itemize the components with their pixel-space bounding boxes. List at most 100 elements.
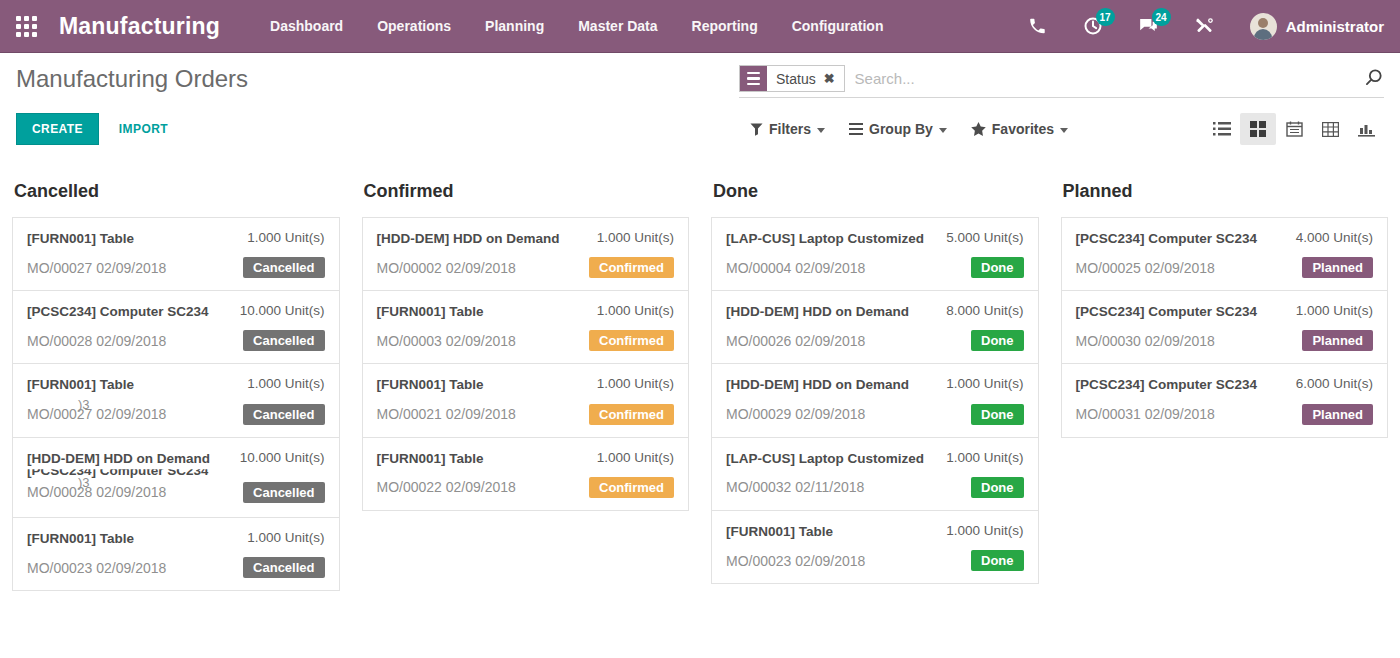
mo-product-name: [HDD-DEM] HDD on Demand	[726, 376, 909, 394]
mo-quantity: 1.000 Unit(s)	[597, 450, 674, 465]
card-stack: [PCSC234] Computer SC234 4.000 Unit(s) MO/…	[1061, 217, 1389, 438]
mo-product-name: [HDD-DEM] HDD on Demand	[377, 230, 560, 248]
search-bar: Status ✖	[739, 65, 1384, 98]
kanban-card[interactable]: [HDD-DEM] HDD on Demand[PCSC234] Compute…	[12, 437, 340, 518]
status-badge: Done	[971, 330, 1024, 351]
kanban-card[interactable]: [FURN001] Table 1.000 Unit(s) MO/00003 02/…	[362, 290, 690, 364]
menu-master-data[interactable]: Master Data	[578, 18, 657, 34]
chevron-down-icon	[817, 128, 825, 133]
status-badge: Confirmed	[589, 477, 674, 498]
group-by-lines-icon	[849, 123, 863, 135]
kanban-card[interactable]: [HDD-DEM] HDD on Demand8.000 Unit(s)MO/0…	[711, 290, 1039, 364]
filters-dropdown[interactable]: Filters	[750, 121, 825, 137]
view-kanban-button[interactable]	[1240, 113, 1276, 145]
menu-reporting[interactable]: Reporting	[692, 18, 758, 34]
mo-reference-date: MO/00031 02/09/2018	[1076, 406, 1215, 422]
message-count-badge: 24	[1152, 8, 1171, 26]
mo-reference-date: MO/00003 02/09/2018	[377, 333, 516, 349]
kanban-card[interactable]: [FURN001] Table1.000 Unit(s)MO/00021 02/…	[362, 363, 690, 437]
mo-quantity: 1.000 Unit(s)	[597, 230, 674, 245]
create-button[interactable]: CREATE	[16, 113, 99, 145]
mo-reference-date: MO/00029 02/09/2018	[726, 406, 865, 422]
kanban-card[interactable]: [HDD-DEM] HDD on Demand1.000 Unit(s)MO/0…	[711, 363, 1039, 437]
favorites-dropdown[interactable]: Favorites	[971, 121, 1068, 137]
kanban-card[interactable]: [HDD-DEM] HDD on Demand1.000 Unit(s)MO/0…	[362, 217, 690, 291]
mo-product-name: [LAP-CUS] Laptop Customized	[726, 450, 924, 468]
mo-product-name: [PCSC234] Computer SC234	[1076, 376, 1258, 394]
mo-product-name: [FURN001] Table	[377, 303, 484, 321]
messages-chat-icon[interactable]: 24	[1138, 15, 1160, 37]
kanban-card[interactable]: [LAP-CUS] Laptop Customized 1.000 Unit(s)…	[711, 437, 1039, 511]
import-button[interactable]: IMPORT	[119, 122, 168, 136]
menu-dashboard[interactable]: Dashboard	[270, 18, 343, 34]
mo-quantity: 6.000 Unit(s)	[1296, 376, 1373, 391]
column-title: Cancelled	[12, 181, 340, 202]
facet-label: Status	[776, 71, 816, 87]
status-badge: Done	[971, 477, 1024, 498]
mo-reference-date: MO/00028 02/09/2018)3	[27, 484, 166, 500]
menu-configuration[interactable]: Configuration	[792, 18, 884, 34]
status-badge: Confirmed	[589, 330, 674, 351]
kanban-card[interactable]: [FURN001] Table1.000 Unit(s)MO/00027 02/…	[12, 363, 340, 437]
mo-product-name: [PCSC234] Computer SC234	[1076, 230, 1258, 248]
kanban-card[interactable]: [PCSC234] Computer SC23410.000 Unit(s)MO…	[12, 290, 340, 364]
user-menu[interactable]: Administrator	[1250, 13, 1384, 40]
page-title: Manufacturing Orders	[16, 65, 248, 93]
phone-icon[interactable]	[1026, 15, 1048, 37]
kanban-column: Planned [PCSC234] Computer SC234 4.000 Uni…	[1061, 181, 1389, 591]
kanban-card[interactable]: [FURN001] Table 1.000 Unit(s) MO/00022 02/…	[362, 437, 690, 511]
group-by-dropdown[interactable]: Group By	[849, 121, 947, 137]
kanban-card[interactable]: [FURN001] Table 1.000 Unit(s) MO/00023 02/…	[12, 517, 340, 591]
view-pivot-button[interactable]	[1312, 113, 1348, 145]
mo-reference-date: MO/00004 02/09/2018	[726, 260, 865, 276]
menu-operations[interactable]: Operations	[377, 18, 451, 34]
status-badge: Planned	[1302, 404, 1373, 425]
mo-quantity: 1.000 Unit(s)	[597, 303, 674, 318]
kanban-board: Cancelled[FURN001] Table1.000 Unit(s)MO/…	[0, 181, 1400, 591]
card-stack: [FURN001] Table 1.000 Unit(s) MO/00027 02/…	[12, 217, 340, 591]
mo-product-name: [FURN001] Table	[377, 450, 484, 468]
mo-reference-date: MO/00023 02/09/2018	[27, 560, 166, 576]
view-graph-button[interactable]	[1348, 113, 1384, 145]
filters-label: Filters	[769, 121, 811, 137]
mo-quantity: 1.000 Unit(s)	[946, 450, 1023, 465]
kanban-card[interactable]: [PCSC234] Computer SC234 6.000 Unit(s) MO/…	[1061, 363, 1389, 437]
status-badge: Confirmed	[589, 404, 674, 425]
mo-quantity: 1.000 Unit(s)	[247, 230, 324, 245]
mo-reference-date: MO/00022 02/09/2018	[377, 479, 516, 495]
menu-planning[interactable]: Planning	[485, 18, 544, 34]
status-badge: Cancelled	[243, 557, 324, 578]
mo-quantity: 1.000 Unit(s)	[247, 530, 324, 545]
main-menu: Dashboard Operations Planning Master Dat…	[270, 18, 883, 34]
activity-count-badge: 17	[1096, 8, 1115, 26]
view-list-button[interactable]	[1204, 113, 1240, 145]
facet-remove-icon[interactable]: ✖	[824, 71, 835, 86]
mo-quantity: 1.000 Unit(s)	[597, 376, 674, 391]
tools-icon[interactable]	[1194, 15, 1216, 37]
search-input[interactable]	[845, 66, 1364, 91]
status-badge: Cancelled	[243, 257, 324, 278]
kanban-card[interactable]: [LAP-CUS] Laptop Customized5.000 Unit(s)…	[711, 217, 1039, 291]
search-icon[interactable]	[1364, 67, 1384, 91]
kanban-card[interactable]: [PCSC234] Computer SC2341.000 Unit(s)MO/…	[1061, 290, 1389, 364]
chevron-down-icon	[1060, 128, 1068, 133]
kanban-card[interactable]: [PCSC234] Computer SC2344.000 Unit(s)MO/…	[1061, 217, 1389, 291]
app-name[interactable]: Manufacturing	[59, 13, 220, 40]
filter-funnel-icon	[750, 123, 763, 136]
card-stack: [LAP-CUS] Laptop Customized5.000 Unit(s)…	[711, 217, 1039, 584]
mo-quantity: 4.000 Unit(s)	[1296, 230, 1373, 245]
search-facet-status[interactable]: Status ✖	[739, 65, 845, 92]
mo-quantity: 1.000 Unit(s)	[247, 376, 324, 391]
group-by-facet-icon	[740, 66, 767, 91]
mo-reference-date: MO/00026 02/09/2018	[726, 333, 865, 349]
mo-product-name: [FURN001] Table	[27, 530, 134, 548]
activities-clock-icon[interactable]: 17	[1082, 15, 1104, 37]
mo-reference-date: MO/00027 02/09/2018	[27, 260, 166, 276]
mo-product-name: [PCSC234] Computer SC234	[1076, 303, 1258, 321]
apps-menu-icon[interactable]	[16, 16, 37, 37]
status-badge: Done	[971, 550, 1024, 571]
star-icon	[971, 122, 986, 136]
kanban-card[interactable]: [FURN001] Table1.000 Unit(s)MO/00023 02/…	[711, 510, 1039, 584]
view-calendar-button[interactable]	[1276, 113, 1312, 145]
kanban-card[interactable]: [FURN001] Table1.000 Unit(s)MO/00027 02/…	[12, 217, 340, 291]
